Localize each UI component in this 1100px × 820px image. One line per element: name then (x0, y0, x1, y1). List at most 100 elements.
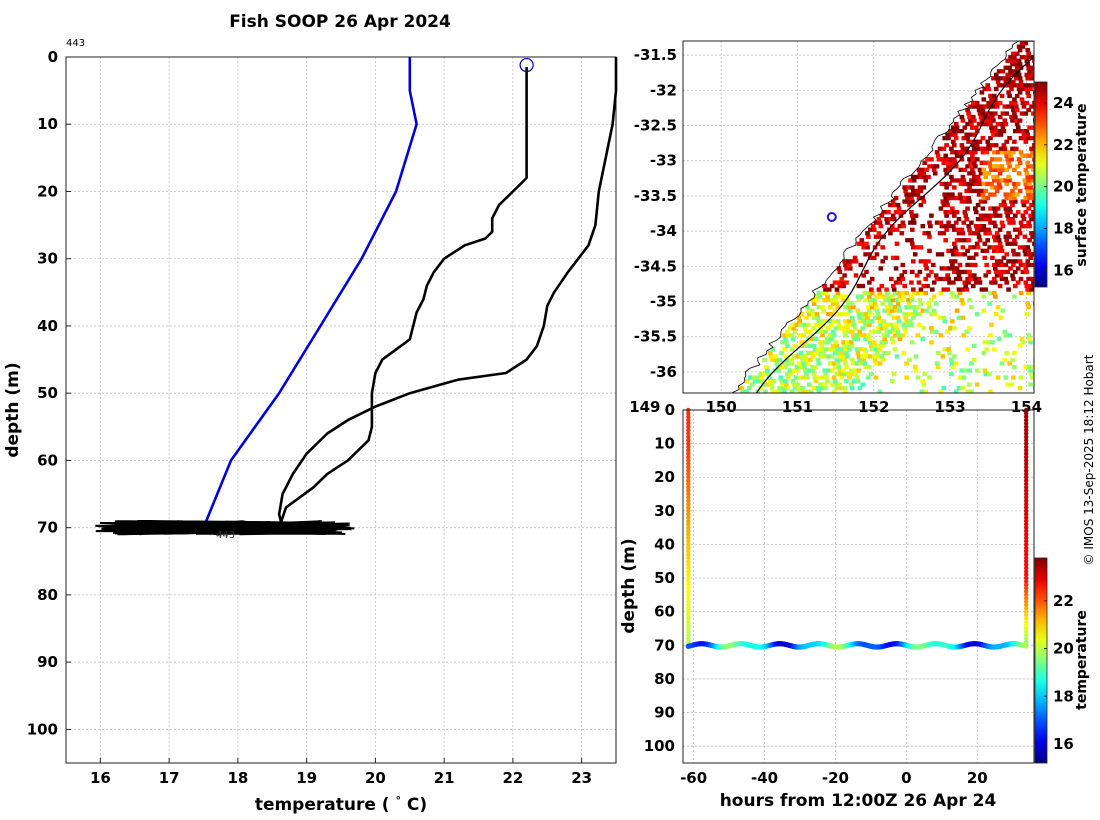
sst-cell (792, 386, 798, 391)
timeseries-point (1023, 592, 1029, 598)
sst-cell (790, 378, 796, 384)
sst-cell (822, 298, 827, 303)
sst-cell (1014, 259, 1019, 264)
sst-cell (973, 206, 978, 211)
sst-cell (1023, 210, 1029, 215)
sst-cell (975, 217, 981, 222)
sst-cell (966, 181, 971, 187)
sst-cell (945, 287, 950, 292)
sst-cell (841, 340, 846, 345)
sst-cell (942, 136, 947, 141)
sst-cell (943, 167, 948, 172)
sst-cell (888, 202, 893, 208)
sst-cell (816, 375, 822, 380)
sst-cell (993, 111, 998, 116)
sst-cell (955, 269, 961, 275)
sst-cell (960, 146, 966, 151)
map-y-tick-label: -36 (650, 363, 677, 381)
sst-cell (995, 206, 1001, 211)
sst-cell (1031, 69, 1034, 74)
sst-cell (860, 241, 865, 246)
sst-cell (983, 371, 988, 377)
sst-cell (1019, 153, 1025, 158)
timeseries-y-tick-label: 50 (654, 569, 675, 587)
sst-cell (1000, 224, 1006, 229)
sst-cell (798, 322, 803, 327)
shelf-contour (756, 55, 1034, 393)
sst-cell (962, 167, 968, 172)
sst-cell (810, 298, 816, 303)
sst-cell (994, 245, 1000, 250)
sst-cell (1005, 213, 1010, 218)
sst-cell (983, 273, 988, 278)
timeseries-point (1023, 633, 1029, 638)
sst-cell (1018, 220, 1024, 225)
sst-cell (999, 178, 1005, 183)
sst-cell (915, 375, 921, 380)
sst-cell (821, 308, 826, 313)
sst-cell (1029, 287, 1034, 292)
sst-cell (918, 259, 924, 264)
sst-cell (804, 329, 809, 334)
sst-cell (997, 185, 1003, 190)
timeseries-point (1023, 512, 1029, 517)
sst-cell (824, 375, 829, 380)
sst-cell (786, 333, 791, 338)
sst-cell (951, 280, 956, 285)
timeseries-point (1023, 458, 1029, 463)
sst-cell (879, 326, 885, 331)
sst-cell (1013, 185, 1018, 190)
sst-cell (903, 315, 908, 320)
sst-cell (1026, 276, 1031, 282)
timeseries-point (1023, 424, 1029, 430)
sst-cell (873, 234, 879, 239)
timeseries-point (1023, 565, 1029, 571)
profile-y-tick-label: 10 (37, 115, 58, 133)
sst-cell (973, 150, 978, 155)
sst-cell (960, 174, 966, 180)
sst-cell (969, 262, 974, 268)
sst-cell (1005, 58, 1010, 63)
sst-cell (910, 340, 915, 345)
sst-cell (837, 326, 843, 331)
sst-cell (988, 206, 993, 211)
sst-cell (1024, 199, 1030, 204)
sst-cell (920, 308, 926, 313)
sst-cell (953, 136, 959, 141)
sst-cell (990, 114, 995, 120)
timeseries-y-tick-label: 90 (654, 704, 675, 722)
timeseries-point (686, 444, 691, 450)
sst-cell (842, 343, 847, 348)
sst-cell (965, 122, 970, 127)
sst-cell (931, 294, 937, 299)
timeseries-point (686, 431, 691, 436)
sst-cell (882, 350, 887, 356)
sst-cell (877, 347, 883, 352)
sst-cell (837, 283, 843, 289)
sst-cell (927, 375, 932, 380)
sst-cell (987, 301, 992, 306)
sst-cell (1025, 62, 1030, 67)
sst-cell (952, 129, 957, 134)
sst-cell (949, 160, 954, 165)
sst-cell (826, 368, 831, 373)
sst-cell (837, 269, 843, 275)
sst-cell (895, 301, 901, 306)
sst-cell (1015, 252, 1021, 257)
sst-cell (765, 382, 770, 387)
sst-cell (960, 118, 966, 123)
sst-cell (951, 266, 956, 271)
timeseries-point (686, 441, 691, 446)
sst-cell (905, 322, 910, 327)
sst-cell (929, 340, 934, 345)
sst-cell (940, 157, 946, 162)
sst-cell (846, 371, 851, 377)
sst-cell (833, 340, 839, 345)
sst-cell (1011, 107, 1016, 113)
sst-cell (1010, 146, 1015, 151)
sst-cell (983, 231, 988, 236)
timeseries-y-tick-label: 40 (654, 535, 675, 553)
timeseries-point (686, 542, 691, 547)
sst-cell (934, 150, 940, 155)
timeseries-point (1023, 606, 1029, 611)
